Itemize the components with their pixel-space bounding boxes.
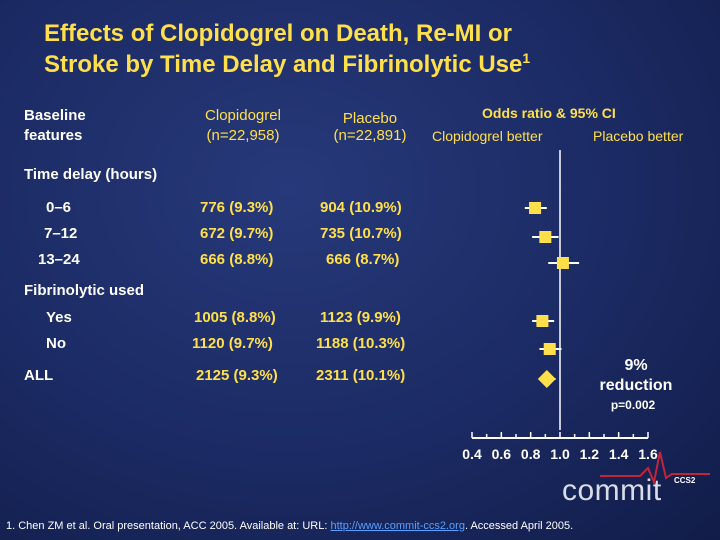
row-label: 7–12 bbox=[44, 225, 78, 242]
commit-logo-sub: CCS2 bbox=[674, 476, 696, 485]
footnote-text: 1. Chen ZM et al. Oral presentation, ACC… bbox=[6, 520, 331, 532]
row-clopidogrel-value: 672 (9.7%) bbox=[200, 225, 274, 242]
title-superscript: 1 bbox=[522, 50, 531, 66]
row-clopidogrel-value: 776 (9.3%) bbox=[200, 199, 274, 216]
placebo-better-label: Placebo better bbox=[593, 128, 684, 144]
x-tick-label: 0.6 bbox=[492, 446, 512, 462]
row-clopidogrel-value: 1120 (9.7%) bbox=[192, 335, 273, 352]
odds-ratio-point bbox=[539, 231, 552, 243]
odds-ratio-point bbox=[556, 257, 569, 269]
title-line-1: Effects of Clopidogrel on Death, Re-MI o… bbox=[44, 20, 513, 47]
slide-title: Effects of Clopidogrel on Death, Re-MI o… bbox=[44, 18, 530, 80]
clopidogrel-better-label: Clopidogrel better bbox=[432, 128, 543, 144]
row-clopidogrel-value: 2125 (9.3%) bbox=[196, 367, 278, 384]
row-placebo-value: 666 (8.7%) bbox=[326, 251, 400, 268]
row-placebo-value: 2311 (10.1%) bbox=[316, 367, 406, 384]
x-tick-label: 0.8 bbox=[521, 446, 541, 462]
row-placebo-value: 735 (10.7%) bbox=[320, 225, 402, 242]
row-clopidogrel-value: 1005 (8.8%) bbox=[194, 309, 276, 326]
clopidogrel-header-line-2: (n=22,958) bbox=[206, 127, 280, 144]
odds-ratio-point bbox=[529, 202, 542, 214]
baseline-header-line-1: Baseline bbox=[24, 107, 86, 124]
x-tick-label: 0.4 bbox=[462, 446, 482, 462]
title-line-2: Stroke by Time Delay and Fibrinolytic Us… bbox=[44, 49, 530, 80]
p-value-annotation: p=0.002 bbox=[610, 398, 656, 412]
odds-ratio-header: Odds ratio & 95% CI bbox=[482, 105, 616, 121]
x-tick-label: 1.0 bbox=[550, 446, 570, 462]
x-tick-label: 1.2 bbox=[580, 446, 600, 462]
row-label: 0–6 bbox=[46, 199, 72, 216]
row-label: Yes bbox=[46, 309, 72, 326]
footnote-link[interactable]: http://www.commit-ccs2.org bbox=[330, 520, 465, 532]
odds-ratio-point bbox=[543, 343, 556, 355]
footnote: 1. Chen ZM et al. Oral presentation, ACC… bbox=[6, 520, 573, 532]
row-label: ALL bbox=[24, 367, 54, 384]
baseline-header-line-2: features bbox=[24, 127, 83, 144]
section-time-delay: Time delay (hours) bbox=[24, 166, 158, 183]
row-placebo-value: 1188 (10.3%) bbox=[316, 335, 406, 352]
baseline-header: Baseline features bbox=[24, 106, 86, 146]
x-tick-label: 1.4 bbox=[609, 446, 629, 462]
x-tick-label: 1.6 bbox=[638, 446, 658, 462]
ecg-trace-icon bbox=[600, 451, 710, 486]
row-label: 13–24 bbox=[38, 251, 80, 268]
row-placebo-value: 1123 (9.9%) bbox=[320, 309, 401, 326]
reduction-annotation: 9% reduction bbox=[599, 357, 673, 394]
clopidogrel-header-line-1: Clopidogrel bbox=[205, 107, 281, 124]
section-fibrinolytic: Fibrinolytic used bbox=[24, 282, 145, 299]
placebo-header-line-1: Placebo bbox=[342, 110, 398, 127]
summary-diamond bbox=[537, 370, 556, 388]
title-line-2-text: Stroke by Time Delay and Fibrinolytic Us… bbox=[44, 51, 523, 78]
commit-logo: commit bbox=[562, 474, 662, 507]
odds-ratio-point bbox=[536, 315, 549, 327]
row-placebo-value: 904 (10.9%) bbox=[320, 199, 402, 216]
row-label: No bbox=[46, 335, 66, 352]
clopidogrel-header: Clopidogrel (n=22,958) bbox=[190, 106, 296, 146]
placebo-header: Placebo (n=22,891) bbox=[322, 106, 418, 146]
row-clopidogrel-value: 666 (8.8%) bbox=[200, 251, 274, 268]
footnote-text-end: . Accessed April 2005. bbox=[464, 520, 574, 532]
placebo-header-line-2: (n=22,891) bbox=[333, 127, 407, 144]
